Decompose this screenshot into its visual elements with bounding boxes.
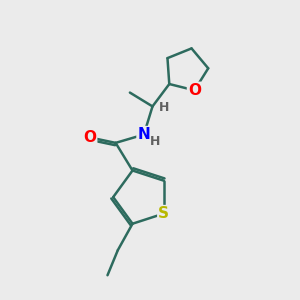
Text: H: H xyxy=(159,101,169,114)
Text: S: S xyxy=(158,206,169,221)
Text: O: O xyxy=(83,130,96,145)
Text: N: N xyxy=(137,127,150,142)
Text: O: O xyxy=(188,83,201,98)
Text: H: H xyxy=(150,134,160,148)
